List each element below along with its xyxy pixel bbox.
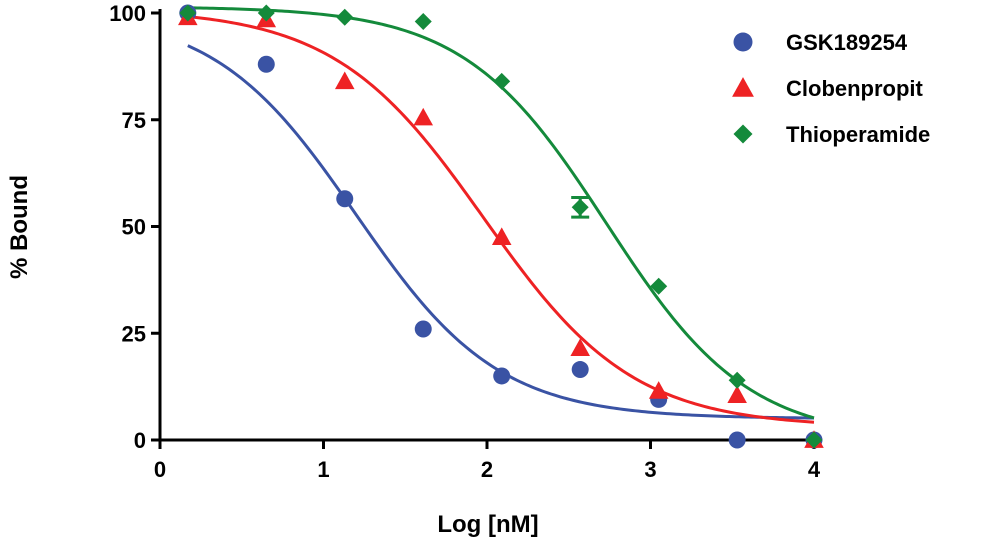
data-point-thioperamide [179, 4, 197, 22]
y-tick-label: 100 [109, 1, 146, 26]
y-tick-label: 25 [122, 321, 146, 346]
y-tick-label: 0 [134, 428, 146, 453]
legend-marker-gsk189254 [733, 32, 753, 52]
data-point-clobenpropit [727, 385, 747, 403]
data-point-gsk189254 [257, 55, 275, 73]
data-point-thioperamide [805, 431, 823, 449]
data-point-gsk189254 [414, 320, 432, 338]
data-point-thioperamide [493, 72, 511, 90]
fit-curves [187, 6, 815, 424]
legend-marker-thioperamide [733, 124, 753, 144]
legend-label-clobenpropit: Clobenpropit [786, 76, 924, 101]
data-point-gsk189254 [728, 431, 746, 449]
data-point-gsk189254 [571, 361, 589, 379]
data-point-clobenpropit [413, 107, 434, 126]
fit-curve-thioperamide [187, 6, 815, 420]
data-points [178, 4, 824, 449]
data-point-clobenpropit [334, 71, 355, 90]
x-tick-label: 0 [154, 457, 166, 482]
x-tick-label: 1 [317, 457, 329, 482]
data-point-thioperamide [571, 198, 589, 216]
data-point-thioperamide [728, 371, 746, 389]
legend-label-gsk189254: GSK189254 [786, 30, 908, 55]
data-point-thioperamide [336, 8, 354, 26]
axes: 0 1 2 3 4 0 25 50 75 100 [109, 1, 821, 482]
data-point-thioperamide [257, 4, 275, 22]
y-axis-label: % Bound [6, 175, 33, 279]
x-tick-label: 2 [481, 457, 493, 482]
x-axis-label: Log [nM] [437, 511, 538, 538]
y-tick-label: 50 [122, 215, 146, 240]
data-point-thioperamide [414, 13, 432, 31]
legend-marker-clobenpropit [732, 77, 754, 97]
y-tick-label: 75 [122, 108, 146, 133]
legend-label-thioperamide: Thioperamide [786, 122, 930, 147]
x-tick-label: 4 [808, 457, 821, 482]
legend: GSK189254 Clobenpropit Thioperamide [732, 30, 930, 147]
data-point-thioperamide [650, 277, 668, 295]
data-point-clobenpropit [570, 338, 590, 357]
x-tick-label: 3 [644, 457, 656, 482]
data-point-clobenpropit [648, 381, 669, 399]
data-point-gsk189254 [336, 190, 354, 208]
data-point-gsk189254 [493, 367, 511, 385]
data-point-clobenpropit [491, 227, 512, 245]
